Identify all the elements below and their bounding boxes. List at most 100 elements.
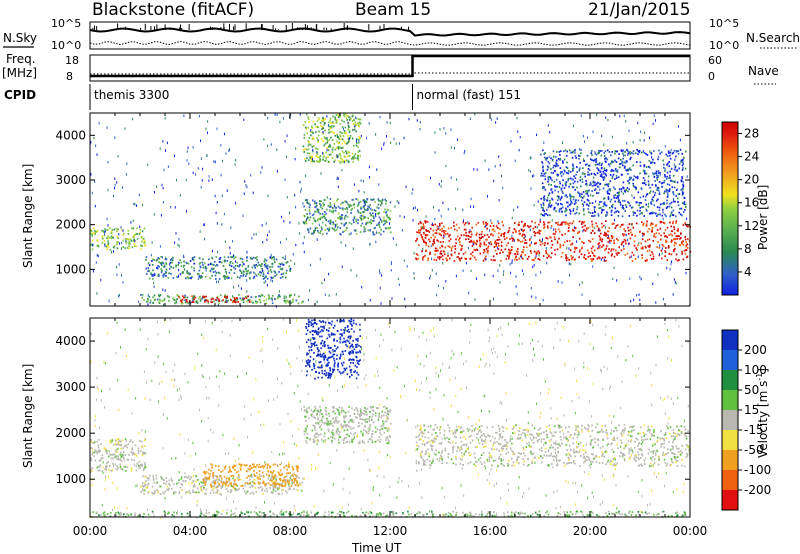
data-point (594, 188, 597, 190)
data-point (667, 194, 669, 197)
noise-point (503, 270, 505, 273)
data-point (530, 252, 532, 254)
data-point (252, 256, 255, 259)
data-point (328, 145, 330, 148)
data-point (326, 146, 328, 149)
data-point (341, 160, 343, 163)
noise-point (443, 286, 444, 290)
data-point (359, 231, 362, 233)
noise-point (518, 148, 520, 152)
data-point (209, 492, 212, 494)
data-point (583, 213, 585, 216)
data-point (322, 221, 324, 224)
data-point (618, 194, 620, 197)
data-point (105, 465, 107, 468)
noise-point (375, 133, 377, 136)
noise-point (245, 184, 247, 187)
data-point (561, 233, 563, 236)
data-point (602, 209, 605, 211)
data-point (262, 273, 265, 276)
data-point (357, 351, 359, 354)
data-point (601, 222, 603, 225)
data-point (96, 245, 98, 247)
noise-point (413, 252, 415, 255)
noise-point (174, 154, 175, 158)
data-point (116, 243, 118, 246)
data-point (213, 475, 215, 478)
noise-point (216, 222, 218, 225)
data-point (150, 273, 152, 276)
data-point (123, 445, 126, 448)
data-point (649, 192, 651, 194)
data-point (339, 218, 342, 221)
data-point (121, 439, 124, 442)
data-point (537, 250, 540, 252)
data-point (98, 469, 101, 472)
data-point (135, 245, 138, 248)
data-point (487, 251, 489, 254)
data-point (339, 115, 342, 118)
data-point (640, 242, 642, 245)
data-point (665, 177, 668, 180)
data-point (514, 253, 517, 255)
data-point (458, 257, 461, 260)
data-point (191, 276, 193, 278)
noise-point (242, 214, 244, 217)
data-point (262, 474, 265, 477)
data-point (513, 258, 516, 261)
data-point (310, 342, 313, 345)
data-point (521, 257, 524, 260)
data-point (320, 137, 323, 140)
data-point (594, 152, 597, 155)
data-point (627, 233, 630, 235)
noise-point (434, 151, 436, 154)
data-point (296, 468, 298, 471)
cpid-label: CPID (4, 88, 36, 102)
noise-point (375, 213, 376, 216)
data-point (260, 475, 262, 477)
data-point (678, 211, 680, 214)
data-point (616, 170, 619, 173)
data-point (639, 209, 641, 212)
data-point (338, 137, 340, 140)
data-point (197, 487, 199, 490)
data-point (347, 122, 350, 124)
noise-point (263, 138, 265, 141)
data-point (142, 488, 144, 491)
data-point (149, 474, 151, 477)
data-point (488, 236, 490, 238)
data-point (355, 130, 357, 133)
data-point (160, 475, 162, 478)
data-point (168, 483, 170, 485)
data-point (232, 301, 234, 304)
data-point (269, 466, 271, 469)
data-point (97, 469, 99, 472)
data-point (652, 173, 655, 176)
data-point (497, 248, 500, 250)
data-point (199, 262, 201, 264)
data-point (242, 299, 244, 302)
data-point (576, 206, 579, 208)
data-point (647, 205, 650, 208)
noise-point (289, 221, 291, 224)
data-point (316, 137, 318, 140)
noise-point (201, 179, 203, 182)
data-point (144, 445, 146, 447)
data-point (158, 301, 160, 303)
data-point (304, 209, 307, 211)
data-point (680, 189, 682, 191)
data-point (156, 267, 159, 270)
data-point (349, 204, 352, 206)
data-point (423, 227, 425, 230)
data-point (347, 141, 349, 144)
data-point (621, 206, 624, 209)
data-point (564, 170, 566, 173)
colorbar-tick-label: 4 (744, 265, 752, 279)
data-point (202, 478, 205, 481)
data-point (151, 264, 154, 266)
noise-point (635, 201, 637, 204)
data-point (232, 296, 235, 299)
data-point (602, 179, 605, 181)
data-point (669, 179, 672, 182)
data-point (197, 273, 199, 275)
